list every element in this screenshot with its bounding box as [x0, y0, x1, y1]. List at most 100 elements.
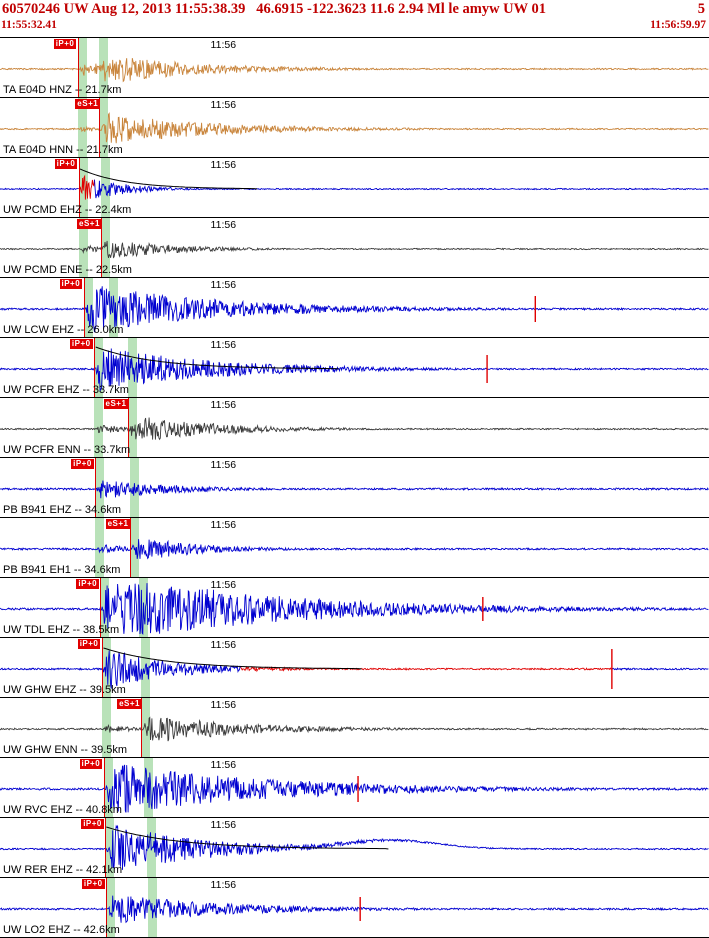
pick-flag[interactable]: iP+0 [77, 639, 101, 649]
waveform[interactable] [0, 818, 709, 877]
pick-flag[interactable]: iP+0 [81, 879, 105, 889]
trace-panel: iP+0 11:56 UW LCW EHZ -- 26.0km [0, 278, 709, 338]
pick-flag[interactable]: iP+0 [81, 819, 104, 829]
waveform[interactable] [0, 878, 709, 937]
station-label: PB B941 EH1 -- 34.6km [3, 564, 121, 576]
pick-time-line [99, 98, 101, 157]
pick-flag[interactable]: iP+0 [71, 459, 94, 469]
coda-decay-curve [79, 168, 258, 190]
pick-flag[interactable]: iP+0 [76, 579, 100, 589]
minute-tick-label: 11:56 [210, 459, 237, 471]
waveform-trace [611, 667, 709, 671]
waveform-coda-segment [78, 174, 95, 200]
station-label: UW GHW EHZ -- 39.5km [3, 684, 126, 696]
waveform[interactable] [0, 578, 709, 637]
p-window-band [103, 758, 113, 817]
waveform[interactable] [0, 338, 709, 397]
p-window-band [95, 518, 105, 577]
minute-tick-label: 11:56 [210, 579, 237, 591]
window-start-time: 11:55:32.41 [1, 19, 57, 31]
pick-flag[interactable]: iP+0 [53, 39, 77, 49]
station-label: UW PCFR EHZ -- 33.7km [3, 384, 129, 396]
coda-decay-curve [103, 647, 362, 670]
pick-flag[interactable]: eS+1 [77, 219, 102, 229]
waveform[interactable] [0, 98, 709, 157]
pick-time-line [77, 38, 79, 97]
trace-panel: iP+0 11:56 UW PCFR EHZ -- 33.7km [0, 338, 709, 398]
waveform[interactable] [0, 458, 709, 517]
trace-panel: iP+0 11:56 UW RER EHZ -- 42.1km [0, 818, 709, 878]
waveform-trace [0, 650, 242, 689]
waveform[interactable] [0, 218, 709, 277]
waveform-trace [0, 583, 709, 635]
pick-flag[interactable]: iP+0 [59, 279, 83, 289]
waveform[interactable] [0, 758, 709, 817]
waveform[interactable] [0, 638, 709, 697]
s-window-band [147, 818, 157, 877]
station-label: UW PCFR ENN -- 33.7km [3, 444, 131, 456]
s-window-band [99, 98, 109, 157]
s-window-band [101, 218, 110, 277]
minute-tick-label: 11:56 [210, 99, 237, 111]
waveform[interactable] [0, 38, 709, 97]
pick-flag[interactable]: eS+1 [75, 99, 101, 109]
pick-time-line [100, 578, 102, 637]
pick-time-line [101, 218, 102, 277]
pick-time-line [78, 158, 80, 217]
waveform-trace [0, 539, 709, 560]
pick-flag[interactable]: iP+0 [54, 159, 78, 169]
pick-flag[interactable]: iP+0 [69, 339, 93, 349]
minute-tick-label: 11:56 [210, 699, 237, 711]
trace-panel: eS+1 11:56 UW PCFR ENN -- 33.7km [0, 398, 709, 458]
p-window-band [105, 878, 115, 937]
minute-tick-label: 11:56 [210, 639, 237, 651]
station-label: UW TDL EHZ -- 38.5km [3, 624, 120, 636]
s-window-band [127, 338, 137, 397]
trace-panel: iP+0 11:56 UW PCMD EHZ -- 22.4km [0, 158, 709, 218]
pick-flag[interactable]: eS+1 [105, 519, 131, 529]
coda-decay-curve [95, 346, 339, 370]
minute-tick-label: 11:56 [210, 219, 237, 231]
minute-tick-label: 11:56 [210, 399, 237, 411]
minute-tick-label: 11:56 [210, 159, 237, 171]
minute-tick-label: 11:56 [210, 879, 237, 891]
minute-tick-label: 11:56 [210, 759, 237, 771]
pick-flag[interactable]: eS+1 [117, 699, 142, 709]
station-label: UW RVC EHZ -- 40.8km [3, 804, 122, 816]
waveform[interactable] [0, 518, 709, 577]
trace-panel: eS+1 11:56 TA E04D HNN -- 21.7km [0, 98, 709, 158]
station-label: UW PCMD EHZ -- 22.4km [3, 204, 132, 216]
station-label: UW LO2 EHZ -- 42.6km [3, 924, 120, 936]
minute-tick-label: 11:56 [210, 39, 237, 51]
pick-flag[interactable]: eS+1 [103, 399, 129, 409]
waveform[interactable] [0, 398, 709, 457]
time-range-row: 11:55:32.41 11:56:59.97 [0, 18, 709, 32]
waveform-trace [94, 179, 709, 199]
p-window-band [77, 38, 87, 97]
pick-time-line [101, 638, 103, 697]
waveform[interactable] [0, 698, 709, 757]
trace-panel: iP+0 11:56 TA E04D HNZ -- 21.7km [0, 38, 709, 98]
trace-panel: eS+1 11:56 UW PCMD ENE -- 22.5km [0, 218, 709, 278]
waveform-trace [0, 240, 709, 259]
trace-panel: iP+0 11:56 UW LO2 EHZ -- 42.6km [0, 878, 709, 938]
trace-panel: iP+0 11:56 UW TDL EHZ -- 38.5km [0, 578, 709, 638]
p-window-band [105, 818, 115, 877]
trace-panel: iP+0 11:56 PB B941 EHZ -- 34.6km [0, 458, 709, 518]
event-title: 60570246 UW Aug 12, 2013 11:55:38.39 46.… [2, 1, 547, 17]
waveform-trace [0, 286, 709, 333]
waveform[interactable] [0, 158, 709, 217]
waveform-trace [0, 187, 79, 191]
pick-flag[interactable]: iP+0 [79, 759, 103, 769]
minute-tick-label: 11:56 [210, 519, 237, 531]
event-header: 60570246 UW Aug 12, 2013 11:55:38.39 46.… [0, 0, 709, 38]
waveform-trace [0, 112, 709, 144]
waveform-trace [0, 58, 709, 83]
p-window-band [77, 98, 87, 157]
station-label: PB B941 EHZ -- 34.6km [3, 504, 121, 516]
waveform[interactable] [0, 278, 709, 337]
station-label: UW GHW ENN -- 39.5km [3, 744, 128, 756]
pick-time-line [95, 458, 97, 517]
waveform-trace [0, 764, 709, 813]
pick-time-line [141, 698, 143, 757]
